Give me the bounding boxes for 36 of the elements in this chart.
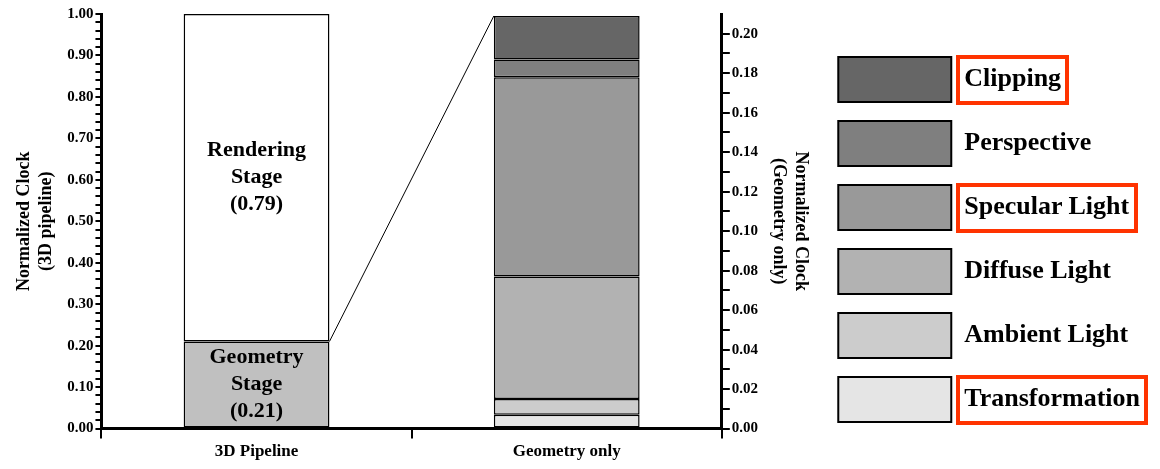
y-tick-label: 0.90 xyxy=(67,46,94,63)
legend-label: Ambient Light xyxy=(964,319,1129,349)
y-tick-label: 0.30 xyxy=(67,295,94,312)
y2-tick-label: 0.18 xyxy=(731,64,759,81)
y2-tick-label: 0.20 xyxy=(731,24,759,41)
series-label: Rendering Stage xyxy=(207,136,307,189)
y2-tick-label: 0.16 xyxy=(731,103,759,120)
x-tick-label: 3D Pipeline xyxy=(214,441,299,461)
y2-tick-label: 0.10 xyxy=(731,222,759,239)
legend-label: Perspective xyxy=(964,127,1092,157)
y-tick-label: 0.70 xyxy=(67,129,94,146)
legend-label: Transformation xyxy=(964,383,1141,413)
y2-tick-label: 0.14 xyxy=(731,143,759,160)
y-tick-label: 0.10 xyxy=(67,378,94,395)
y-tick-label: 0.80 xyxy=(67,87,94,104)
y-tick-label: 0.20 xyxy=(67,336,94,353)
x-tick-label: Geometry only xyxy=(512,441,622,461)
y-tick-label: 0.50 xyxy=(67,212,94,229)
y2-tick-label: 0.12 xyxy=(731,182,759,199)
data-label: (0.21) xyxy=(229,397,284,423)
y2-tick-label: 0.04 xyxy=(731,340,759,357)
series-label: Geometry Stage xyxy=(209,343,304,396)
y2-tick-label: 0.08 xyxy=(731,261,759,278)
y-tick-label: 0.60 xyxy=(67,170,94,187)
y2-tick-label: 0.06 xyxy=(731,301,759,318)
y2-axis-title: Normalized Clock (Geometry only) xyxy=(769,151,812,292)
y-tick-label: 1.00 xyxy=(67,4,94,21)
y2-tick-label: 0.00 xyxy=(731,419,759,436)
y-axis-title: Normalized Clock (3D pipeline) xyxy=(13,151,57,292)
y2-tick-label: 0.02 xyxy=(731,379,759,396)
legend-label: Diffuse Light xyxy=(964,255,1112,285)
y-tick-label: 0.00 xyxy=(67,419,94,436)
legend-label: Clipping xyxy=(964,63,1062,93)
data-label: (0.79) xyxy=(229,190,284,216)
legend-label: Specular Light xyxy=(964,191,1130,221)
y-tick-label: 0.40 xyxy=(67,253,94,270)
